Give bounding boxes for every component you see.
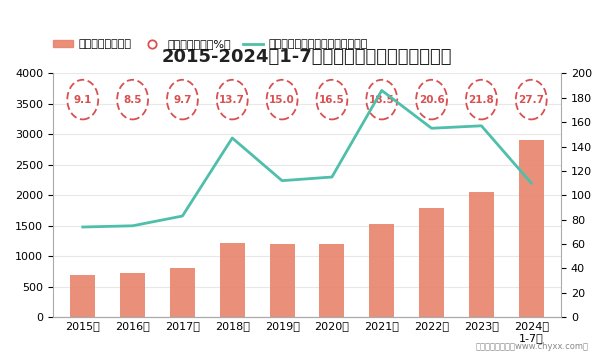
Ellipse shape [266,80,297,120]
Text: 20.6: 20.6 [419,95,444,105]
Bar [170,268,195,317]
Text: 27.7: 27.7 [518,95,544,105]
Ellipse shape [516,80,547,120]
Bar [220,243,245,317]
Ellipse shape [466,80,497,120]
Text: 9.7: 9.7 [173,95,192,105]
Text: 8.5: 8.5 [123,95,142,105]
Text: 15.0: 15.0 [270,95,295,105]
Ellipse shape [67,80,98,120]
Bar [270,244,294,317]
Bar [519,140,544,317]
Bar [419,208,444,317]
Text: 21.8: 21.8 [469,95,494,105]
Bar [70,275,95,317]
Ellipse shape [366,80,397,120]
Legend: 亏损企业数（个）, 亏损企业占比（%）, 亏损企业亏损总额累计值（亿元）: 亏损企业数（个）, 亏损企业占比（%）, 亏损企业亏损总额累计值（亿元） [48,35,372,54]
Ellipse shape [117,80,148,120]
Text: 18.5: 18.5 [369,95,395,105]
Title: 2015-2024年1-7月食品制造业亏损企业统计图: 2015-2024年1-7月食品制造业亏损企业统计图 [161,48,452,66]
Ellipse shape [167,80,198,120]
Text: 13.7: 13.7 [219,95,245,105]
Bar [369,224,394,317]
Bar [319,244,344,317]
Text: 9.1: 9.1 [73,95,92,105]
Bar [469,192,494,317]
Text: 制图：智研咨询（www.chyxx.com）: 制图：智研咨询（www.chyxx.com） [476,342,589,351]
Bar [120,274,145,317]
Text: 16.5: 16.5 [319,95,345,105]
Ellipse shape [217,80,248,120]
Ellipse shape [316,80,347,120]
Ellipse shape [416,80,447,120]
